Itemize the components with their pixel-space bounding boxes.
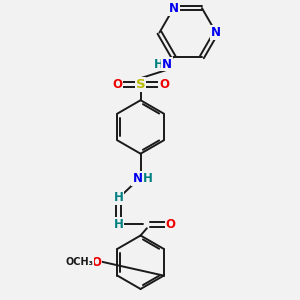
Text: H: H: [114, 218, 124, 231]
Text: H: H: [154, 58, 164, 70]
Text: N: N: [211, 26, 221, 39]
Text: N: N: [162, 58, 172, 70]
Text: O: O: [92, 256, 101, 269]
Text: H: H: [114, 191, 124, 204]
Text: OCH₃: OCH₃: [65, 257, 93, 267]
Text: H: H: [142, 172, 152, 185]
Text: O: O: [165, 218, 176, 231]
Text: O: O: [112, 78, 122, 91]
Text: N: N: [169, 2, 178, 15]
Text: N: N: [132, 172, 142, 185]
Text: S: S: [136, 78, 146, 91]
Text: O: O: [159, 78, 169, 91]
